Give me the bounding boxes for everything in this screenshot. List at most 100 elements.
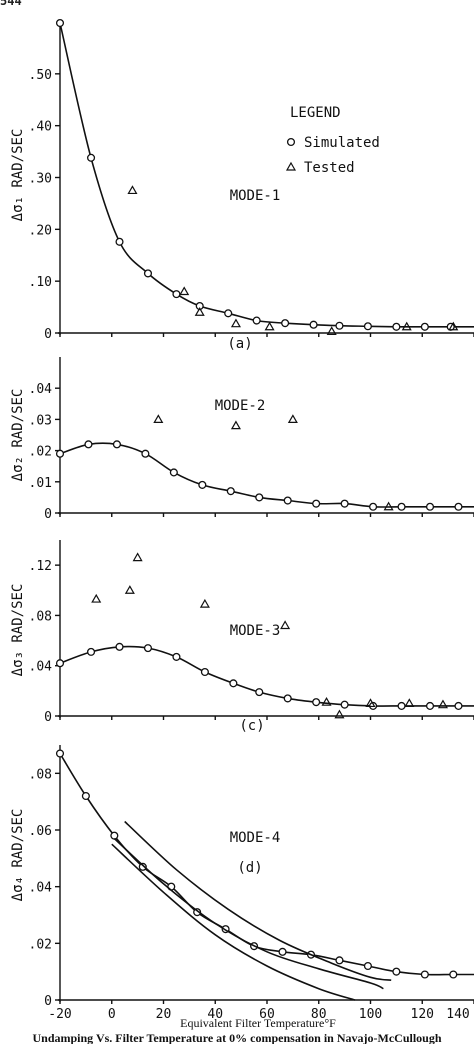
simulated-point (143, 269, 153, 278)
simulated-point (312, 698, 321, 707)
simulated-point (138, 862, 147, 871)
x-tick-label: 140 (446, 1007, 469, 1022)
simulated-point (112, 440, 121, 449)
simulated-point (420, 970, 429, 979)
simulated-point (224, 309, 233, 318)
panel-label: (c) (239, 718, 264, 734)
tested-point (230, 318, 241, 328)
simulated-point (340, 700, 349, 709)
simulated-point (115, 237, 124, 246)
legend-tested-label: Tested (304, 160, 355, 176)
tested-point (437, 699, 448, 709)
simulated-point (283, 496, 292, 505)
x-axis-label: Equivalent Filter Temperature°F (180, 1016, 336, 1030)
simulated-point (454, 701, 463, 710)
y-tick-label: .20 (29, 223, 52, 238)
simulated-point (397, 502, 406, 511)
tested-point (383, 501, 394, 511)
tested-point (199, 598, 210, 608)
simulated-point (363, 322, 372, 331)
simulated-curve (59, 22, 474, 328)
legend-title: LEGEND (290, 105, 341, 121)
y-axis-label: Δσ₂ RAD/SEC (10, 389, 26, 482)
y-axis-label: Δσ₃ RAD/SEC (10, 584, 26, 677)
tested-point (365, 698, 376, 708)
simulated-point (309, 320, 318, 329)
simulated-point (87, 647, 96, 656)
simulated-point (226, 487, 235, 496)
tested-point (326, 326, 337, 336)
simulated-point (198, 480, 207, 489)
y-tick-label: .40 (29, 120, 52, 135)
y-tick-label: 0 (44, 994, 52, 1009)
simulated-point (255, 688, 264, 697)
x-tick-labels: -20 0 20 40 60 80 100 120 140 (48, 1007, 469, 1022)
panel-1: 0 .10 .20 .30 .40 .50 Δσ₁ RAD/SEC MODE-1 (a) (10, 18, 474, 352)
simulated-curve (59, 645, 474, 707)
y-tick-label: 0 (44, 507, 52, 522)
x-tick-label: 20 (156, 1007, 172, 1022)
y-tick-label: .30 (29, 172, 52, 187)
simulated-point (397, 701, 406, 710)
panel-label: (a) (227, 336, 252, 352)
simulated-point (392, 322, 401, 331)
simulated-point (55, 659, 65, 668)
mode-annotation: MODE-1 (230, 188, 281, 204)
y-tick-label: 0 (44, 327, 52, 342)
simulated-curve (59, 442, 474, 508)
legend: LEGEND Simulated Tested (285, 105, 380, 176)
simulated-point (229, 679, 238, 688)
simulated-point (335, 321, 344, 330)
simulated-point (115, 642, 124, 651)
x-tick-label: 60 (259, 1007, 275, 1022)
tested-point (264, 321, 275, 331)
simulated-point (369, 502, 378, 511)
y-tick-label: .02 (29, 937, 52, 952)
y-tick-label: .03 (29, 413, 52, 428)
simulated-point (363, 961, 372, 971)
y-tick-label: .10 (29, 275, 52, 290)
y-tick-label: .04 (29, 660, 53, 675)
y-axis-label: Δσ₄ RAD/SEC (10, 809, 26, 902)
simulated-point (281, 319, 290, 328)
y-tick-label: .08 (29, 767, 52, 782)
tested-point (404, 698, 415, 708)
simulated-point (81, 791, 90, 801)
tested-point (287, 414, 298, 423)
tested-point (124, 585, 135, 594)
x-tick-label: 40 (207, 1007, 223, 1022)
simulated-curve (59, 753, 474, 976)
bound-curve (113, 837, 384, 990)
simulated-point (255, 493, 264, 502)
tested-point (334, 709, 345, 719)
simulated-point (312, 499, 321, 508)
simulated-point (449, 970, 458, 979)
x-tick-label: 120 (411, 1007, 434, 1022)
mode-annotation: MODE-3 (230, 623, 281, 639)
simulated-point (420, 322, 429, 331)
y-tick-label: .06 (29, 824, 52, 839)
y-tick-label: 0 (44, 710, 52, 725)
bound-curve (124, 820, 392, 981)
simulated-point (392, 967, 401, 976)
mode-annotation: MODE-4 (230, 830, 281, 846)
bound-curve (111, 843, 356, 1001)
simulated-point (87, 153, 96, 162)
simulated-point (252, 316, 261, 325)
x-tick-label: -20 (48, 1007, 71, 1022)
tested-point (401, 321, 412, 331)
tested-point (280, 620, 291, 630)
simulated-point (172, 652, 181, 661)
panel-4: 0 .02 .04 .06 .08 Δσ₄ RAD/SEC MODE-4 (d) (10, 745, 474, 1009)
simulated-point (278, 947, 287, 956)
y-tick-label: .12 (29, 559, 52, 574)
figure-caption: Undamping Vs. Filter Temperature at 0% c… (32, 1031, 441, 1044)
tested-point (448, 321, 459, 331)
x-tick-label: 80 (311, 1007, 327, 1022)
simulated-point (335, 956, 344, 965)
simulated-point (141, 449, 150, 458)
legend-simulated-marker (286, 137, 296, 147)
